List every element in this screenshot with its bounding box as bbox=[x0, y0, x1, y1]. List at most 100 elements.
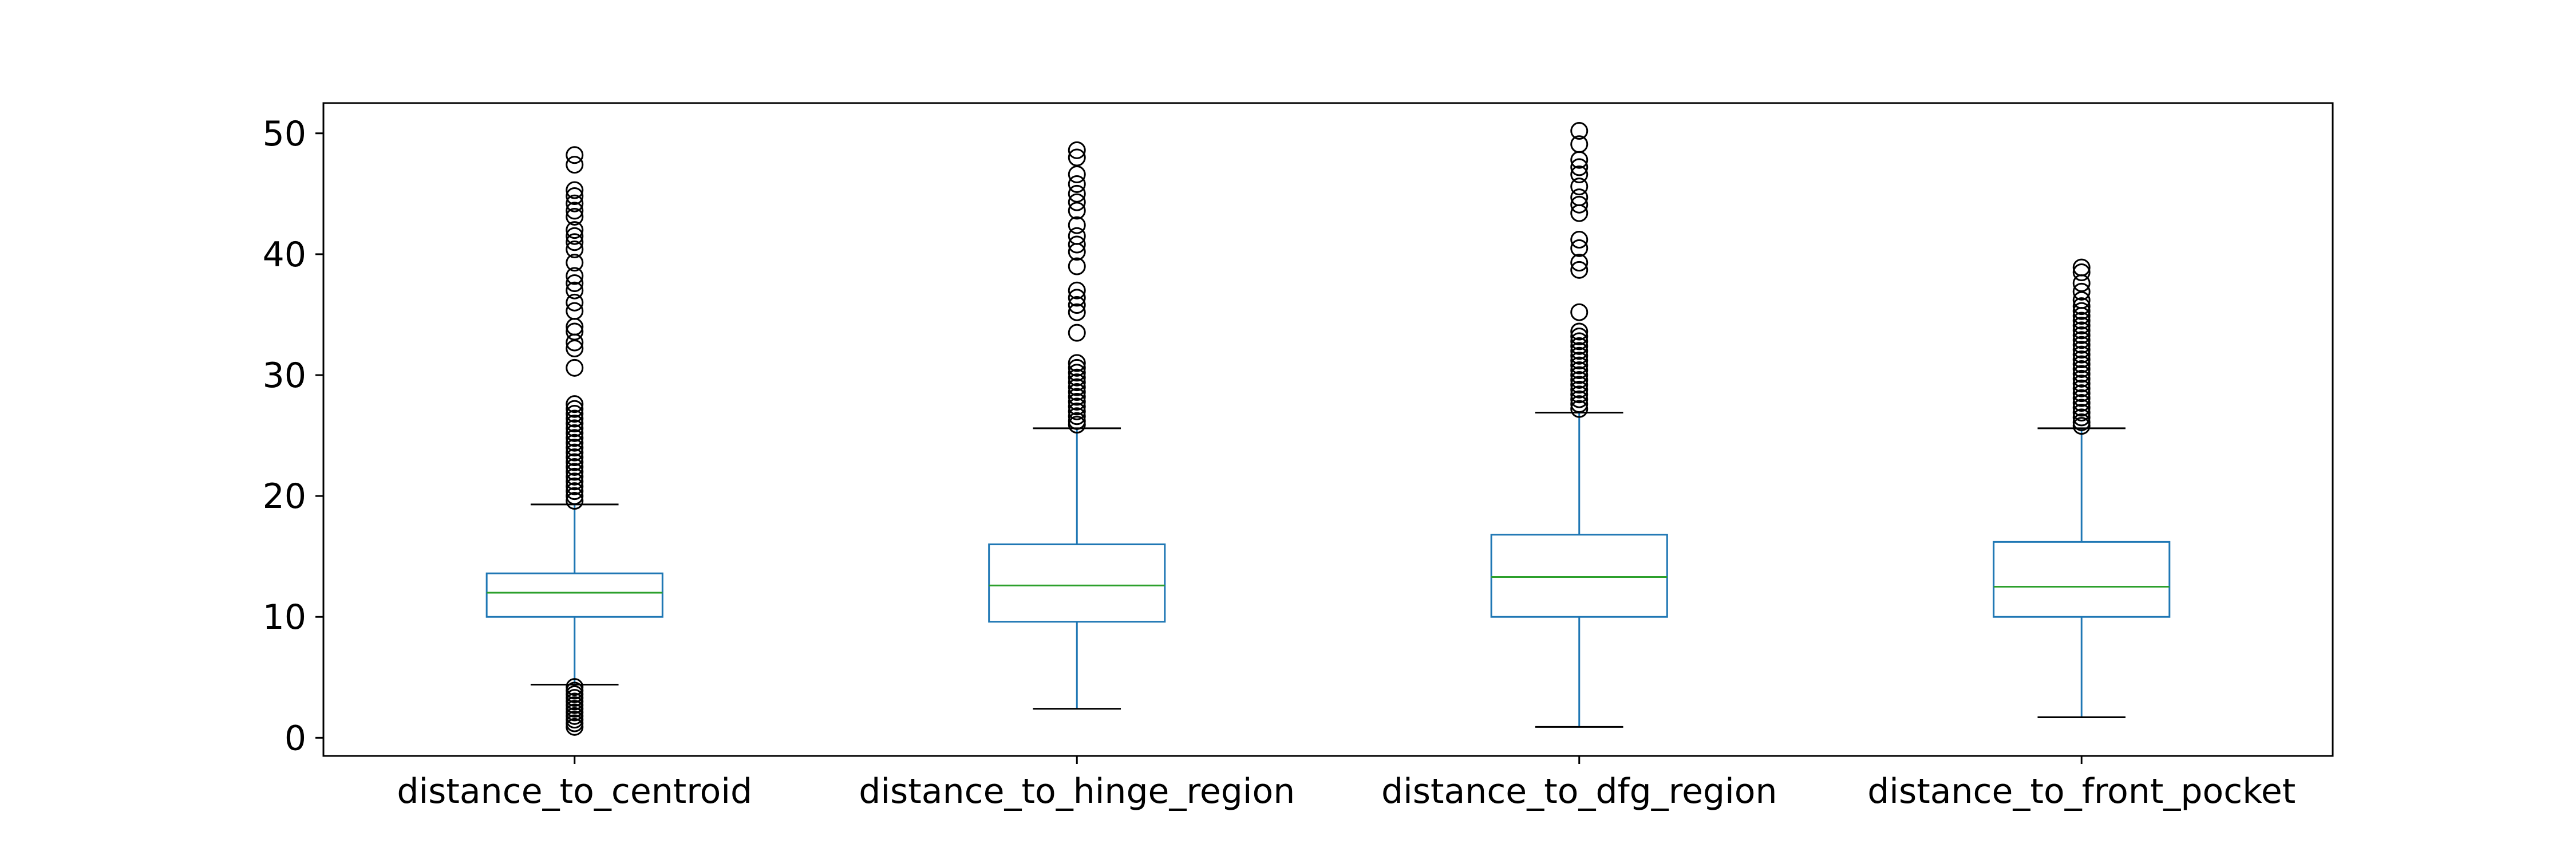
outlier-point bbox=[2072, 336, 2091, 354]
outlier-point bbox=[1570, 327, 1589, 345]
outlier-point bbox=[566, 487, 584, 505]
outlier-point bbox=[566, 227, 584, 245]
outlier-point bbox=[566, 424, 584, 442]
outlier-point bbox=[566, 434, 584, 452]
outlier-point bbox=[1068, 402, 1086, 420]
outlier-point bbox=[1068, 303, 1086, 321]
outlier-point bbox=[2072, 360, 2091, 378]
outlier-point bbox=[1570, 400, 1589, 418]
outlier-point bbox=[566, 448, 584, 467]
outlier-point bbox=[566, 419, 584, 438]
outlier-point bbox=[566, 281, 584, 300]
outlier-point bbox=[1068, 368, 1086, 387]
outlier-point bbox=[566, 207, 584, 226]
outlier-point bbox=[2072, 417, 2091, 435]
outlier-point bbox=[1570, 342, 1589, 360]
outlier-point bbox=[1068, 166, 1086, 184]
box-iqr bbox=[988, 543, 1166, 623]
outlier-point bbox=[2072, 389, 2091, 407]
outlier-point bbox=[1068, 324, 1086, 342]
outlier-point bbox=[1068, 416, 1086, 434]
outlier-point bbox=[566, 254, 584, 272]
outlier-point bbox=[1570, 195, 1589, 214]
outlier-point bbox=[2072, 365, 2091, 383]
box-group-distance-to-dfg-region bbox=[1490, 122, 1668, 728]
outlier-point bbox=[1570, 322, 1589, 341]
outlier-point bbox=[1570, 254, 1589, 272]
outlier-point bbox=[566, 482, 584, 501]
outlier-point bbox=[566, 400, 584, 418]
x-tick-label: distance_to_dfg_region bbox=[1381, 771, 1777, 811]
outlier-point bbox=[1570, 261, 1589, 279]
outlier-point bbox=[566, 409, 584, 428]
outlier-point bbox=[1068, 216, 1086, 234]
outlier-point bbox=[566, 194, 584, 212]
outlier-point bbox=[566, 472, 584, 491]
outlier-point bbox=[2072, 307, 2091, 325]
outlier-point bbox=[2072, 369, 2091, 388]
outlier-point bbox=[1570, 390, 1589, 408]
outlier-point bbox=[566, 492, 584, 510]
outlier-point bbox=[2072, 297, 2091, 316]
outlier-point bbox=[2072, 321, 2091, 340]
outlier-point bbox=[2072, 408, 2091, 427]
outlier-point bbox=[2072, 394, 2091, 412]
box-group-distance-to-centroid bbox=[485, 146, 663, 736]
outlier-point bbox=[566, 718, 584, 736]
outlier-point bbox=[566, 405, 584, 423]
outlier-point bbox=[2072, 316, 2091, 334]
outlier-point bbox=[1068, 175, 1086, 193]
outlier-point bbox=[2072, 345, 2091, 364]
outlier-point bbox=[1570, 361, 1589, 380]
x-tick-label: distance_to_centroid bbox=[397, 771, 752, 811]
outlier-point bbox=[1068, 383, 1086, 401]
outlier-point bbox=[1068, 281, 1086, 300]
outlier-point bbox=[1570, 376, 1589, 394]
outlier-point bbox=[1570, 231, 1589, 249]
box-iqr bbox=[1993, 541, 2171, 618]
outlier-point bbox=[1068, 235, 1086, 254]
outlier-point bbox=[1570, 395, 1589, 413]
axes-frame bbox=[322, 102, 2334, 757]
x-axis: distance_to_centroid distance_to_hinge_re… bbox=[397, 756, 2296, 811]
outlier-point bbox=[1570, 337, 1589, 355]
outlier-point bbox=[2072, 384, 2091, 403]
outlier-point bbox=[1068, 397, 1086, 416]
outlier-point bbox=[566, 453, 584, 471]
outlier-point bbox=[566, 414, 584, 432]
outlier-point bbox=[2072, 274, 2091, 293]
outlier-point bbox=[1570, 385, 1589, 404]
outlier-point bbox=[1068, 202, 1086, 220]
y-tick-label: 20 bbox=[263, 476, 306, 517]
outlier-point bbox=[566, 429, 584, 447]
outlier-point bbox=[1570, 380, 1589, 399]
outlier-point bbox=[566, 293, 584, 312]
outlier-point bbox=[566, 443, 584, 462]
outlier-point bbox=[2072, 350, 2091, 369]
outlier-point bbox=[1570, 239, 1589, 257]
outlier-point bbox=[1570, 178, 1589, 196]
outlier-point bbox=[1068, 364, 1086, 382]
outlier-point bbox=[2072, 399, 2091, 417]
outlier-point bbox=[1068, 148, 1086, 167]
outlier-point bbox=[566, 240, 584, 258]
y-tick-label: 0 bbox=[285, 718, 306, 758]
outlier-point bbox=[1068, 373, 1086, 392]
outlier-point bbox=[2072, 312, 2091, 330]
outlier-point bbox=[566, 156, 584, 174]
outlier-point bbox=[566, 340, 584, 358]
plot-area bbox=[485, 122, 2171, 736]
outlier-point bbox=[1570, 204, 1589, 222]
outlier-point bbox=[1068, 289, 1086, 307]
outlier-point bbox=[566, 395, 584, 413]
y-tick-label: 10 bbox=[263, 597, 306, 637]
outlier-point bbox=[1570, 352, 1589, 370]
y-axis: 0 10 20 30 40 50 bbox=[263, 114, 323, 758]
outlier-point bbox=[1068, 243, 1086, 261]
outlier-point bbox=[2072, 326, 2091, 344]
outlier-point bbox=[2072, 379, 2091, 397]
outlier-point bbox=[1068, 407, 1086, 425]
outlier-point bbox=[2072, 341, 2091, 359]
outlier-point bbox=[1570, 371, 1589, 389]
outlier-point bbox=[1570, 366, 1589, 384]
